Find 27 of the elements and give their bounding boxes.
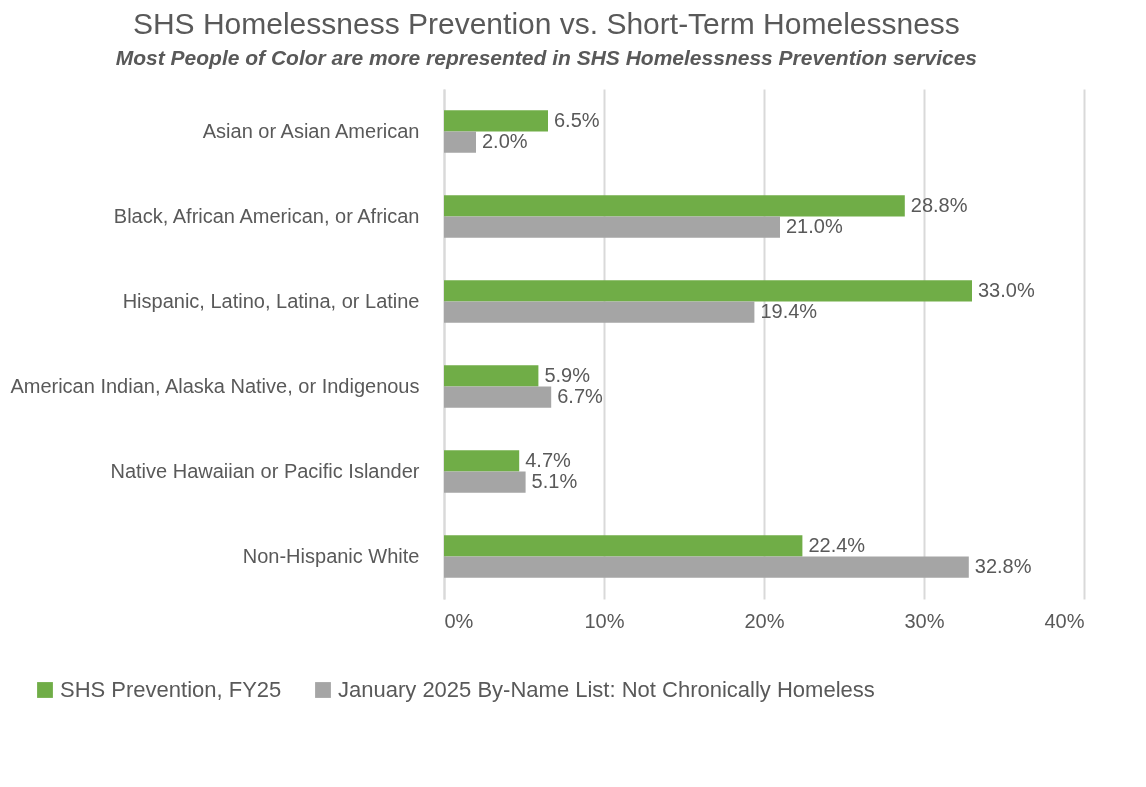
data-label: 33.0% <box>978 278 1035 301</box>
y-tick-label: Black, African American, or African <box>113 204 420 227</box>
y-tick-label: Hispanic, Latino, Latina, or Latine <box>122 289 420 312</box>
data-label: 19.4% <box>760 300 818 323</box>
legend-label: January 2025 By-Name List: Not Chronically Homeless <box>338 677 875 702</box>
chart-title: SHS Homelessness Prevention vs. Short-Term Homelessness <box>132 7 960 40</box>
data-label: 22.4% <box>808 533 866 556</box>
legend-label: SHS Prevention, FY25 <box>60 677 282 702</box>
y-tick-label: Non-Hispanic White <box>242 544 420 567</box>
data-label: 5.9% <box>544 363 591 386</box>
data-label: 5.1% <box>531 470 578 493</box>
y-tick-label: Native Hawaiian or Pacific Islander <box>110 459 420 482</box>
data-label: 21.0% <box>786 215 843 238</box>
data-label: 6.5% <box>554 108 600 131</box>
chart-subtitle: Most People of Color are more represented in SHS Homelessness Prevention services <box>115 46 978 69</box>
x-tick-label: 30% <box>904 609 945 632</box>
data-label: 2.0% <box>482 130 528 153</box>
data-label: 32.8% <box>974 555 1032 578</box>
x-tick-label: 40% <box>1044 609 1085 632</box>
data-label: 6.7% <box>557 385 603 408</box>
data-label: 28.8% <box>910 193 968 216</box>
x-tick-label: 10% <box>584 609 625 632</box>
x-tick-label: 0% <box>444 609 474 632</box>
x-tick-label: 20% <box>744 609 785 632</box>
data-label: 4.7% <box>525 448 571 471</box>
y-tick-label: Asian or Asian American <box>202 119 420 142</box>
y-tick-label: American Indian, Alaska Native, or Indigenous <box>10 374 420 397</box>
